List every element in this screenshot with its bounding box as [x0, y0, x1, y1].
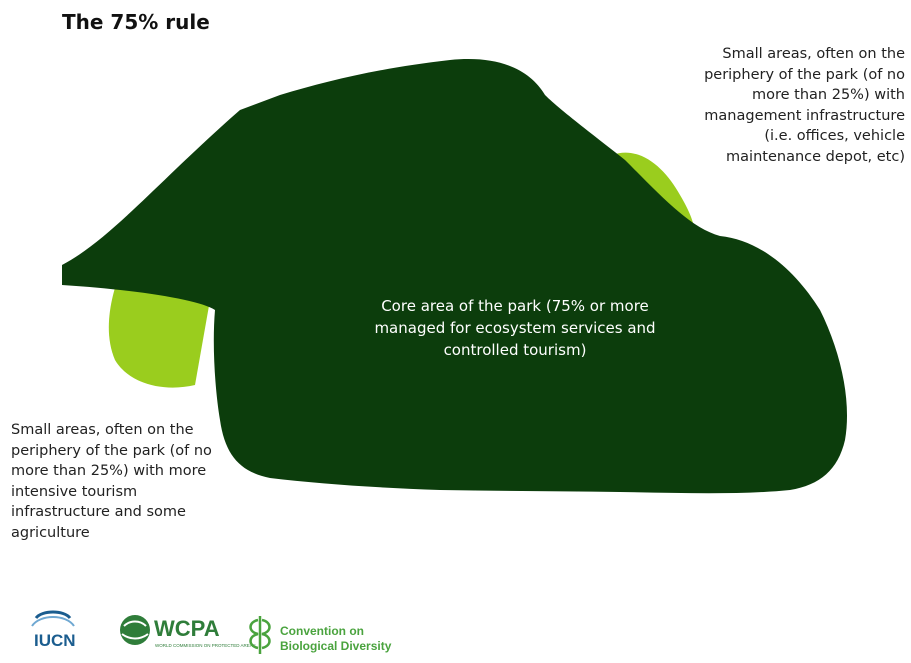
slide-title: The 75% rule	[62, 10, 210, 34]
iucn-wordmark: IUCN	[34, 631, 76, 650]
globe-icon	[120, 615, 150, 645]
periphery-note-left: Small areas, often on the periphery of t…	[11, 422, 212, 541]
cbd-line-1: Convention on	[280, 624, 364, 638]
core-area	[62, 59, 848, 494]
cbd-logo: Convention on Biological Diversity	[249, 616, 392, 654]
leaf-icon	[249, 616, 271, 654]
wcpa-subtitle: WORLD COMMISSION ON PROTECTED AREAS	[155, 643, 256, 648]
wcpa-wordmark: WCPA	[154, 616, 220, 641]
cbd-line-2: Biological Diversity	[280, 639, 392, 653]
wcpa-logo: WCPA WORLD COMMISSION ON PROTECTED AREAS	[120, 615, 256, 648]
partner-logos: IUCN WCPA WORLD COMMISSION ON PROTECTED …	[31, 610, 392, 654]
core-area-label: Core area of the park (75% or more manag…	[374, 297, 656, 359]
periphery-note-right: Small areas, often on the periphery of t…	[704, 46, 905, 165]
iucn-logo: IUCN	[31, 610, 76, 650]
